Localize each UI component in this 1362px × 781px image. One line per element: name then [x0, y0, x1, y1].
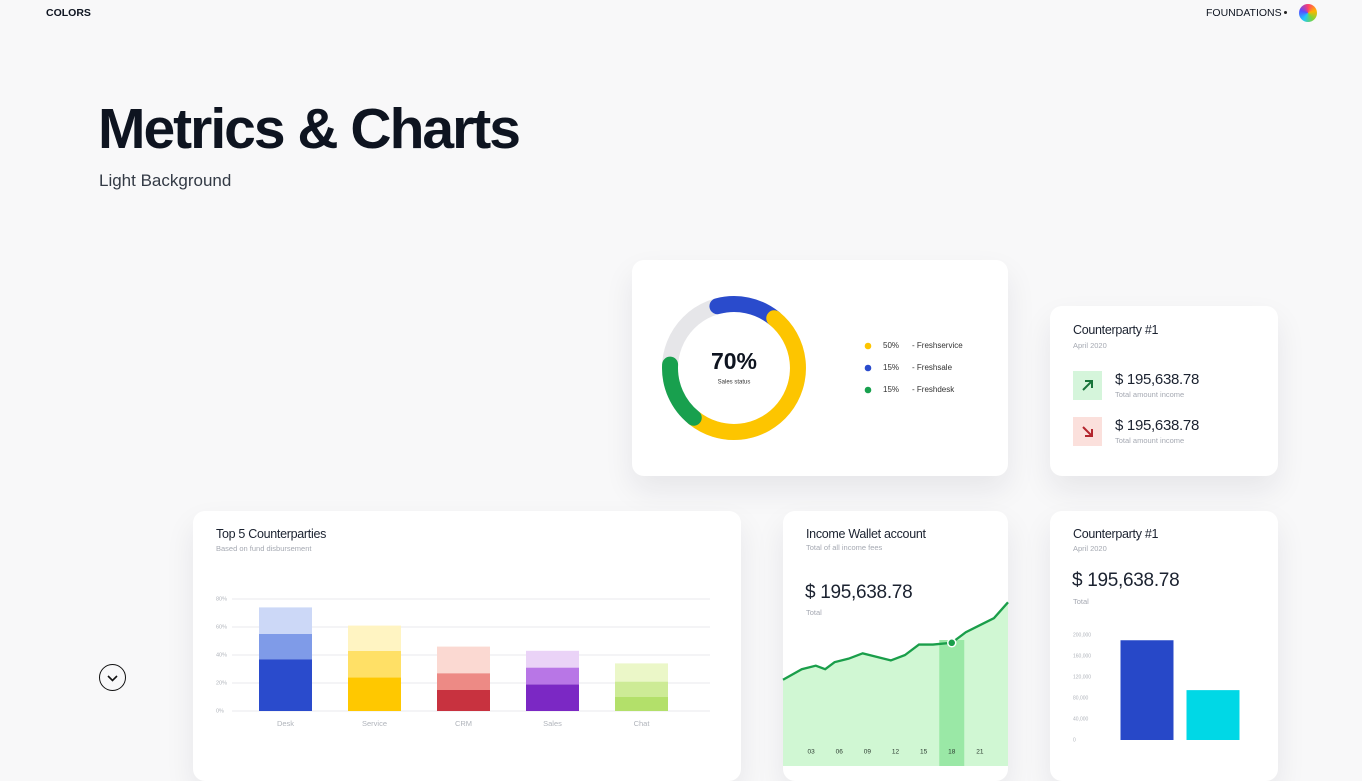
bar-segment [259, 607, 312, 634]
legend-label: - Freshservice [912, 341, 963, 350]
x-tick-label: 15 [920, 749, 928, 756]
card-date: April 2020 [1073, 341, 1107, 350]
x-tick-label: Desk [277, 719, 294, 728]
bar-segment [437, 690, 490, 711]
y-tick-label: 0% [216, 708, 224, 714]
x-tick-label: 12 [892, 749, 900, 756]
bar [1186, 690, 1240, 740]
amount: $ 195,638.78 [1072, 570, 1180, 591]
legend-dot [864, 342, 872, 350]
bar-segment [348, 650, 401, 678]
arrow-up-icon [1082, 380, 1093, 391]
expense-icon [1073, 417, 1102, 446]
bar-segment [615, 681, 668, 697]
y-tick-label: 120,000 [1073, 674, 1091, 680]
x-tick-label: 18 [948, 749, 956, 756]
logo[interactable] [1299, 4, 1317, 22]
x-tick-label: 03 [808, 749, 816, 756]
amount-label: Total amount income [1115, 436, 1185, 445]
donut-card [632, 260, 1008, 476]
amount: $ 195,638.78 [805, 582, 913, 603]
bar-segment [348, 625, 401, 651]
x-tick-label: Sales [543, 719, 562, 728]
card-title: Top 5 Counterparties [216, 527, 327, 541]
x-tick-label: 09 [864, 749, 872, 756]
bar-segment [526, 684, 579, 711]
nav-right[interactable]: FOUNDATIONS [1206, 7, 1282, 19]
income-icon [1073, 371, 1102, 400]
donut-segment [662, 356, 702, 426]
x-tick-label: Chat [634, 719, 651, 728]
hero-subtitle: Light Background [99, 171, 232, 190]
card-title: Counterparty #1 [1073, 527, 1159, 541]
legend-value: 50% [883, 341, 899, 350]
bar-segment [526, 667, 579, 685]
y-tick-label: 80,000 [1073, 695, 1089, 701]
card-title: Income Wallet account [806, 527, 926, 541]
card-subtitle: Based on fund disbursement [216, 544, 312, 553]
area-line [782, 601, 1009, 681]
y-tick-label: 160,000 [1073, 653, 1091, 659]
y-tick-label: 40,000 [1073, 716, 1089, 722]
x-tick-label: 06 [836, 749, 844, 756]
legend-value: 15% [883, 385, 899, 394]
bar-segment [615, 697, 668, 711]
legend-value: 15% [883, 363, 899, 372]
card-subtitle: Total of all income fees [806, 543, 883, 552]
amount-label: Total [1073, 597, 1089, 606]
card-title: Counterparty #1 [1073, 323, 1159, 337]
bar-segment [526, 650, 579, 668]
amount-label: Total amount income [1115, 390, 1185, 399]
amount-label: Total [806, 608, 822, 617]
highlight-band [939, 640, 965, 766]
bar-segment [615, 663, 668, 682]
amount: $ 195,638.78 [1115, 417, 1199, 434]
legend-dot [864, 364, 872, 372]
scroll-button[interactable] [99, 664, 126, 691]
arrow-down-icon [1082, 426, 1093, 437]
donut-center-sublabel: Sales status [718, 380, 751, 386]
x-tick-label: 21 [976, 749, 984, 756]
nav-dot [1284, 11, 1287, 14]
donut-segment [685, 310, 806, 440]
legend-dot [864, 386, 872, 394]
donut-center-label: 70% [711, 348, 757, 374]
y-tick-label: 60% [216, 624, 227, 630]
bar-segment [259, 659, 312, 711]
y-tick-label: 0 [1073, 737, 1076, 743]
bar-segment [348, 677, 401, 711]
donut-segment [709, 296, 783, 327]
legend-label: - Freshdesk [912, 385, 955, 394]
y-tick-label: 80% [216, 596, 227, 602]
legend-label: - Freshsale [912, 363, 953, 372]
hero-title: Metrics & Charts [98, 97, 521, 161]
y-tick-label: 20% [216, 680, 227, 686]
x-tick-label: CRM [455, 719, 472, 728]
bar-segment [437, 646, 490, 674]
card-subtitle: April 2020 [1073, 544, 1107, 553]
y-tick-label: 200,000 [1073, 632, 1091, 638]
x-tick-label: Service [362, 719, 387, 728]
bar-segment [259, 634, 312, 660]
amount: $ 195,638.78 [1115, 371, 1199, 388]
scroll-icon [107, 675, 118, 682]
highlight-point [947, 638, 957, 648]
bar-segment [437, 673, 490, 690]
bar [1120, 640, 1174, 740]
y-tick-label: 40% [216, 652, 227, 658]
counterparty-card: Counterparty #1 April 2020 $ 195,638.78 … [1050, 306, 1278, 476]
nav-left[interactable]: COLORS [46, 7, 91, 19]
